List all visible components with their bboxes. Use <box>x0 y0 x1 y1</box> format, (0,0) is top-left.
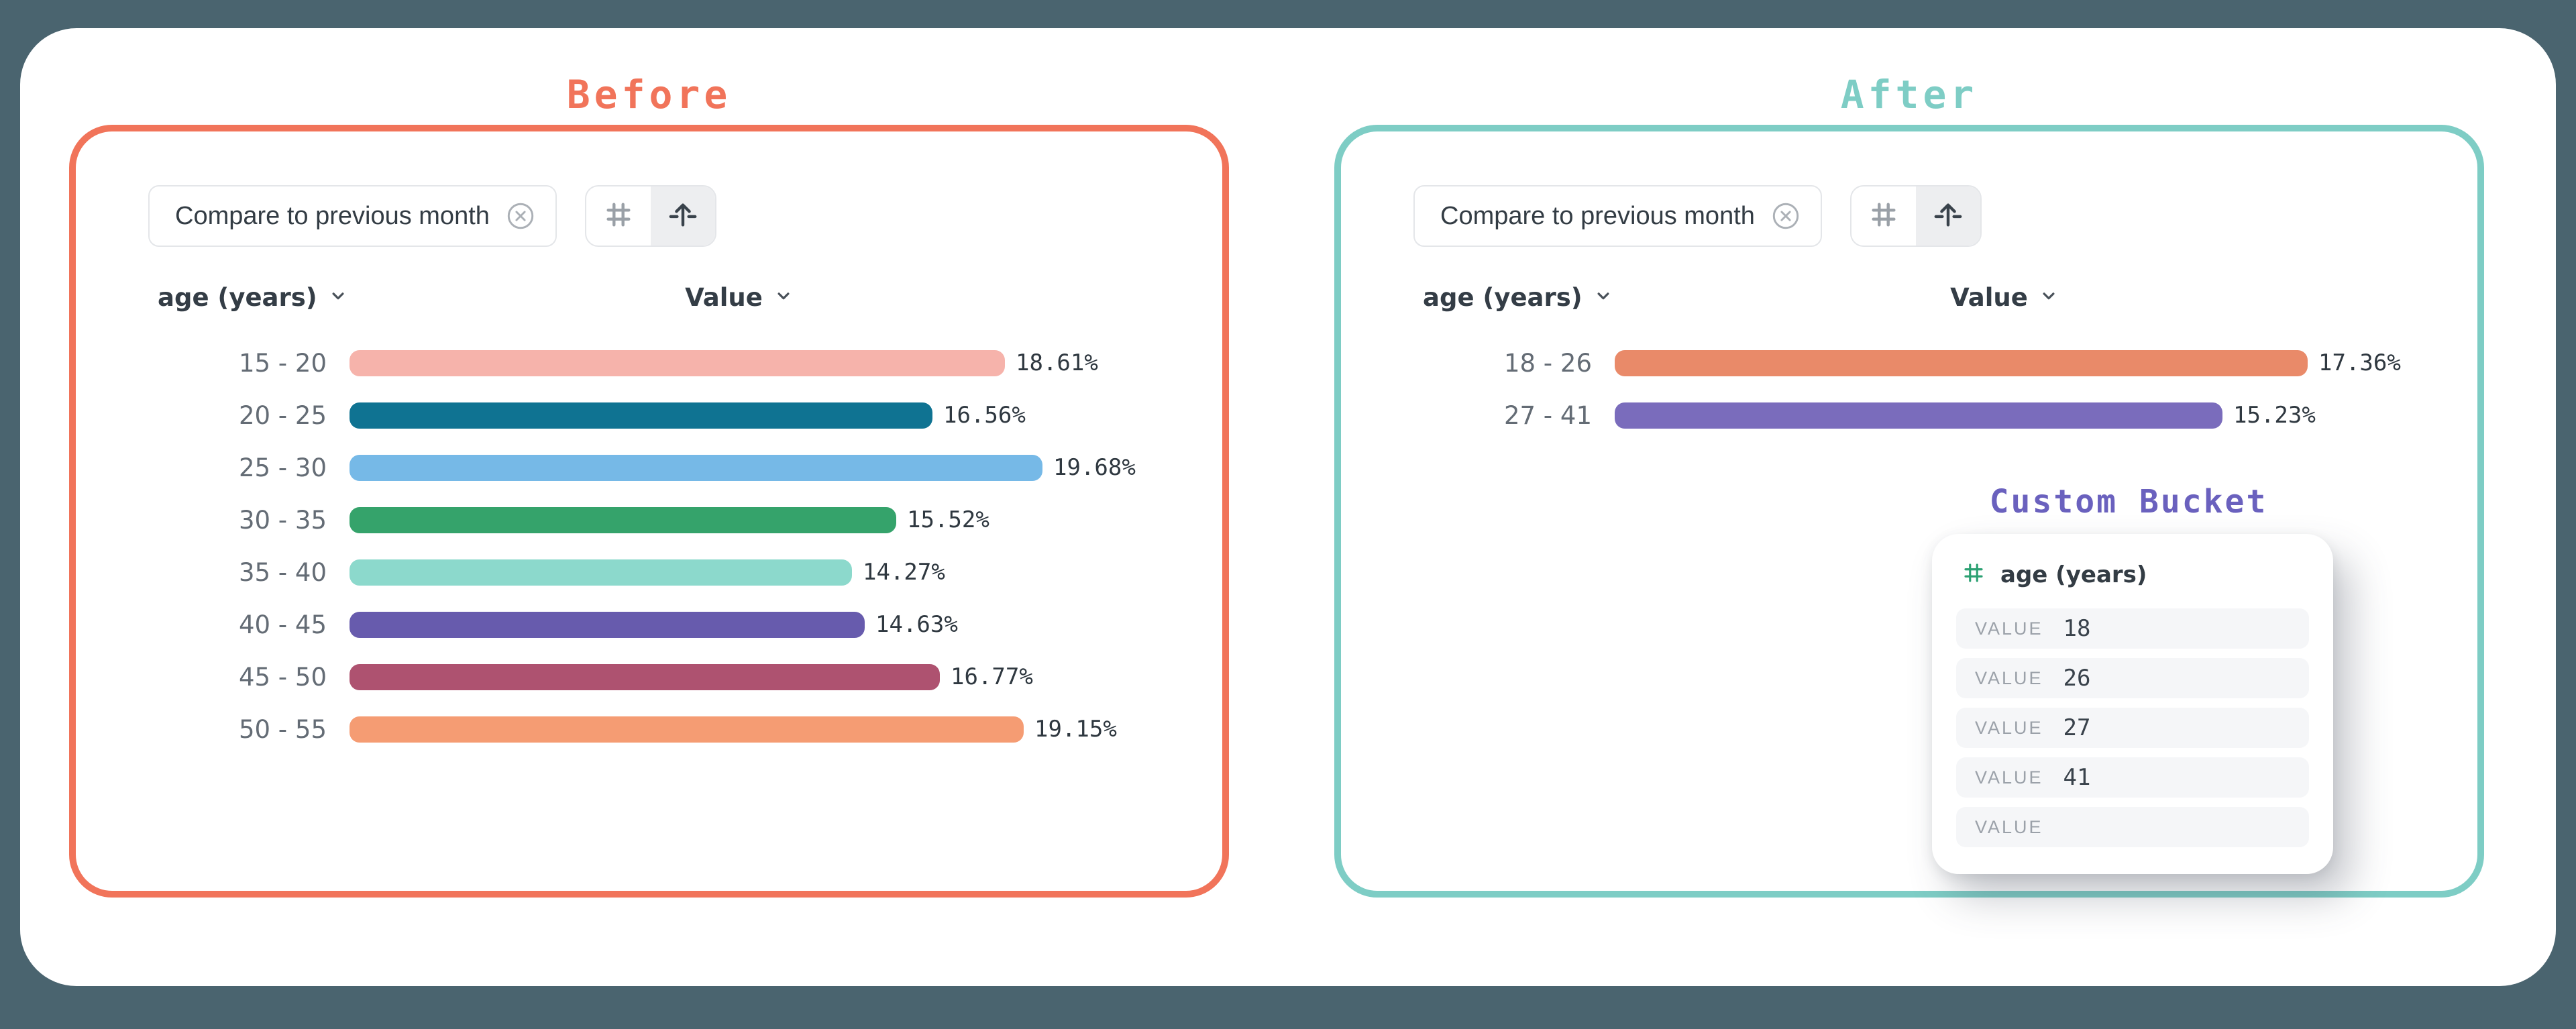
category-label: 35 - 40 <box>238 557 327 587</box>
table-row: 30 - 35 15.52% <box>148 494 1202 546</box>
after-panel: Compare to previous month <box>1334 125 2484 898</box>
table-row: 27 - 41 15.23% <box>1413 389 2457 441</box>
compare-filter-label: Compare to previous month <box>1440 201 1755 230</box>
after-value-header[interactable]: Value <box>1615 283 2394 312</box>
chevron-down-icon <box>328 283 348 312</box>
category-label: 27 - 41 <box>1503 400 1592 430</box>
chart-toolbar <box>1849 185 1982 247</box>
arrow-up-from-bar-icon <box>1933 199 1964 233</box>
category-header-label: age (years) <box>158 283 317 312</box>
category-label: 50 - 55 <box>238 714 327 744</box>
compare-filter-chip[interactable]: Compare to previous month <box>1413 185 1822 247</box>
after-filter-row: Compare to previous month <box>1413 185 1982 247</box>
value-bar[interactable] <box>1615 349 2308 376</box>
value-bar[interactable] <box>350 611 865 638</box>
numeric-bucket-button[interactable] <box>586 186 651 246</box>
table-row: 20 - 25 16.56% <box>148 389 1202 441</box>
value-percent: 19.68% <box>1053 454 1136 481</box>
chevron-down-icon <box>1593 283 1613 312</box>
hash-icon <box>1962 561 1986 588</box>
category-label: 20 - 25 <box>238 400 327 430</box>
bucket-property-header: age (years) <box>1962 561 2309 588</box>
value-field-value: 26 <box>2063 665 2091 692</box>
custom-bucket-card: age (years) VALUE 18 VALUE 26 VALUE 27 VALUE 41… <box>1932 534 2333 874</box>
after-title: After <box>1840 72 1978 117</box>
chevron-down-icon <box>773 283 794 312</box>
value-bar[interactable] <box>350 506 896 533</box>
value-field-value: 27 <box>2063 714 2091 741</box>
value-bar[interactable] <box>1615 402 2222 429</box>
value-header-label: Value <box>1950 283 2028 312</box>
value-bar[interactable] <box>350 402 932 429</box>
value-percent: 15.52% <box>907 506 989 533</box>
value-bar[interactable] <box>350 716 1024 743</box>
numeric-bucket-button[interactable] <box>1851 186 1916 246</box>
category-label: 45 - 50 <box>238 662 327 692</box>
bucket-value-field[interactable]: VALUE 26 <box>1956 658 2309 698</box>
content-surface: Before After Compare to previous month <box>20 28 2556 986</box>
value-percent: 17.36% <box>2318 349 2401 376</box>
arrow-up-from-bar-icon <box>667 199 698 233</box>
chart-toolbar <box>584 185 716 247</box>
table-row: 18 - 26 17.36% <box>1413 337 2457 389</box>
after-bar-chart: 18 - 26 17.36% 27 - 41 15.23% <box>1413 337 2457 441</box>
before-value-header[interactable]: Value <box>350 283 1128 312</box>
bucket-value-field[interactable]: VALUE 18 <box>1956 608 2309 649</box>
compare-filter-label: Compare to previous month <box>175 201 490 230</box>
before-filter-row: Compare to previous month <box>148 185 716 247</box>
circle-x-icon[interactable] <box>1771 201 1801 231</box>
category-label: 40 - 45 <box>238 610 327 639</box>
category-label: 30 - 35 <box>238 505 327 535</box>
circle-x-icon[interactable] <box>506 201 535 231</box>
table-row: 35 - 40 14.27% <box>148 546 1202 598</box>
before-panel: Compare to previous month <box>69 125 1229 898</box>
value-field-label: VALUE <box>1975 667 2043 688</box>
value-header-label: Value <box>685 283 763 312</box>
table-row: 40 - 45 14.63% <box>148 598 1202 651</box>
value-percent: 16.77% <box>951 663 1033 690</box>
bucket-property-label: age (years) <box>2000 561 2147 588</box>
value-percent: 16.56% <box>943 402 1026 429</box>
value-field-label: VALUE <box>1975 816 2043 837</box>
bucket-value-field[interactable]: VALUE <box>1956 807 2309 847</box>
category-header-label: age (years) <box>1423 283 1582 312</box>
hash-icon <box>1868 199 1899 233</box>
value-bar[interactable] <box>350 454 1042 481</box>
value-percent: 15.23% <box>2233 402 2316 429</box>
table-row: 15 - 20 18.61% <box>148 337 1202 389</box>
value-percent: 14.27% <box>863 559 945 586</box>
table-row: 50 - 55 19.15% <box>148 703 1202 755</box>
value-field-value: 18 <box>2063 615 2091 642</box>
value-field-value: 41 <box>2063 764 2091 791</box>
custom-bucket-button[interactable] <box>1915 186 1980 246</box>
hash-icon <box>603 199 634 233</box>
table-row: 45 - 50 16.77% <box>148 651 1202 703</box>
value-bar[interactable] <box>350 663 940 690</box>
after-category-header[interactable]: age (years) <box>1423 283 1613 312</box>
before-category-header[interactable]: age (years) <box>158 283 348 312</box>
bucket-value-field[interactable]: VALUE 27 <box>1956 708 2309 748</box>
category-label: 18 - 26 <box>1503 348 1592 378</box>
value-field-label: VALUE <box>1975 717 2043 738</box>
category-label: 15 - 20 <box>238 348 327 378</box>
value-field-label: VALUE <box>1975 618 2043 639</box>
value-bar[interactable] <box>350 559 852 586</box>
value-percent: 19.15% <box>1034 716 1117 743</box>
value-percent: 18.61% <box>1016 349 1098 376</box>
table-row: 25 - 30 19.68% <box>148 441 1202 494</box>
value-percent: 14.63% <box>875 611 958 638</box>
before-title: Before <box>566 72 732 117</box>
bucket-value-field[interactable]: VALUE 41 <box>1956 757 2309 798</box>
before-bar-chart: 15 - 20 18.61% 20 - 25 16.56% 25 - 30 19.68% 3… <box>148 337 1202 755</box>
value-bar[interactable] <box>350 349 1005 376</box>
value-field-label: VALUE <box>1975 767 2043 788</box>
compare-filter-chip[interactable]: Compare to previous month <box>148 185 557 247</box>
category-label: 25 - 30 <box>238 453 327 482</box>
bucket-fields: VALUE 18 VALUE 26 VALUE 27 VALUE 41 VALUE <box>1956 608 2309 847</box>
custom-bucket-button[interactable] <box>650 186 715 246</box>
chevron-down-icon <box>2039 283 2059 312</box>
custom-bucket-title: Custom Bucket <box>1989 483 2268 521</box>
